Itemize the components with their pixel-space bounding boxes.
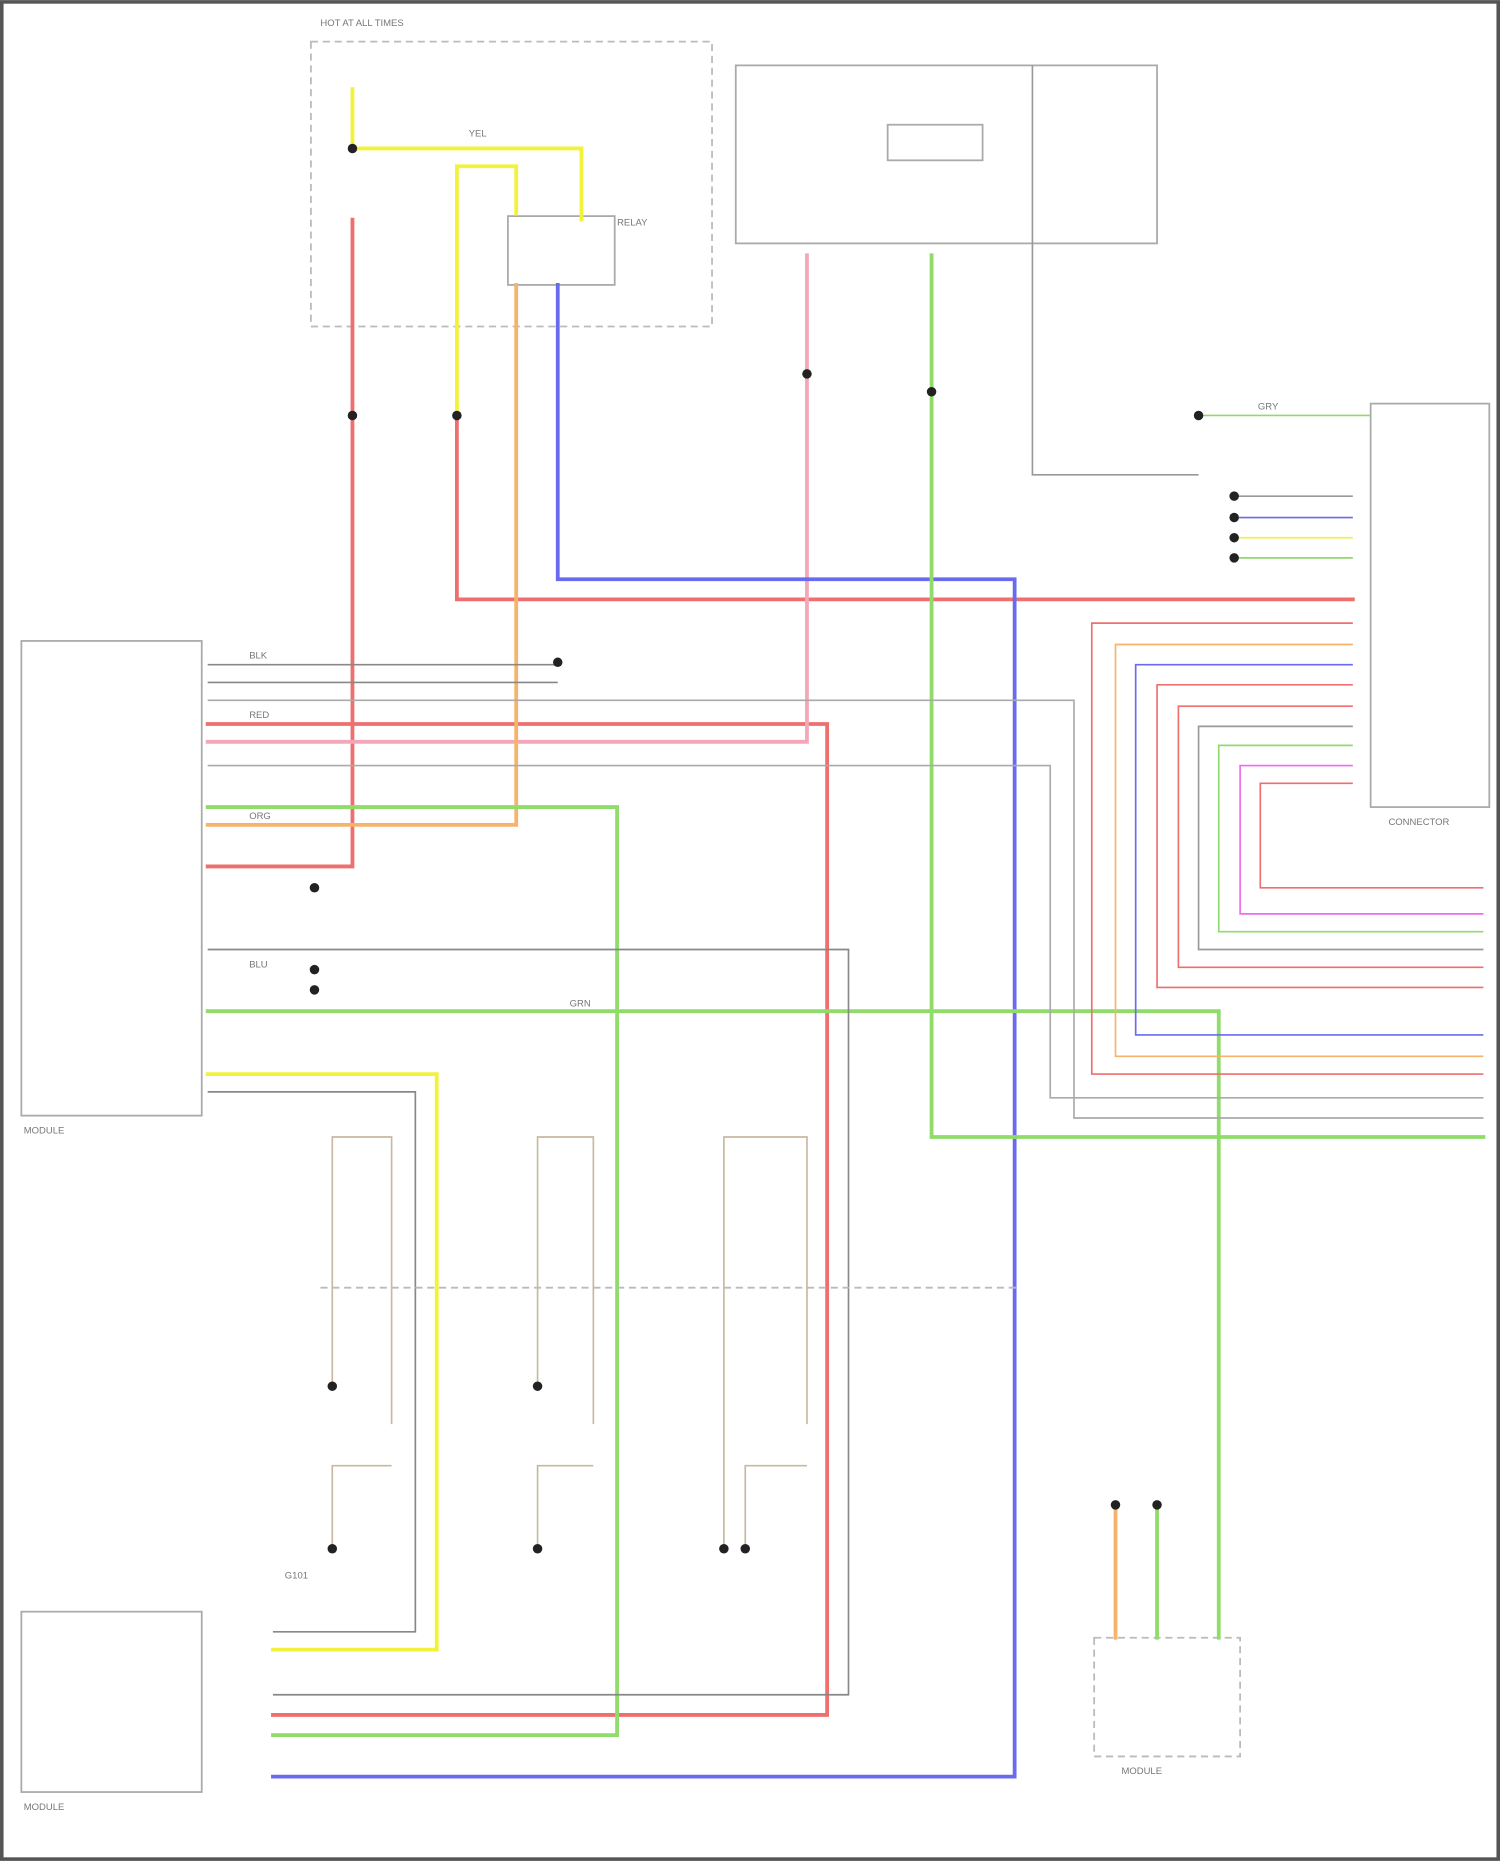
- label-org: ORG: [249, 811, 271, 822]
- wire-gray-bus: [207, 948, 850, 1696]
- wire-gray-bottom: [207, 1091, 417, 1633]
- left-module-box: [20, 640, 203, 1117]
- label-module-left: MODULE: [24, 1125, 65, 1136]
- relay-component: [507, 215, 616, 286]
- wire-right-bundle-3: [1134, 663, 1484, 1036]
- wire-ground-group-2: [536, 1136, 595, 1549]
- wire-green-module: [205, 1009, 1221, 1640]
- wire-right-bundle-8: [1239, 764, 1484, 915]
- label-gry: GRY: [1258, 402, 1279, 413]
- wire-yellow-feed: [350, 87, 584, 222]
- wire-right-bundle-7: [1217, 744, 1484, 933]
- wire-yellow-bottom: [205, 1072, 439, 1652]
- label-module-bottom: MODULE: [24, 1802, 65, 1813]
- wire-right-bundle-4: [1156, 684, 1484, 989]
- wire-right-bundle-9: [1259, 782, 1484, 889]
- wire-right-bundle-2: [1114, 643, 1484, 1058]
- label-relay: RELAY: [617, 218, 648, 229]
- wire-green-right: [929, 253, 1486, 1139]
- wire-red-left: [205, 217, 355, 869]
- fuse-component: [886, 123, 984, 162]
- label-yel: YEL: [469, 129, 487, 140]
- wire-right-bundle-5: [1177, 705, 1484, 969]
- wire-right-bundle-1: [1090, 622, 1484, 1075]
- right-connector-box: [1369, 402, 1491, 808]
- label-blu: BLU: [249, 959, 268, 970]
- label-hot-all-times: HOT AT ALL TIMES: [320, 18, 403, 29]
- label-module-bottom-right: MODULE: [1121, 1766, 1162, 1777]
- fuse-box-enclosure: [310, 40, 713, 328]
- wire-orange: [205, 283, 519, 827]
- wire-gray-junction: [1031, 65, 1199, 476]
- label-grn: GRN: [570, 998, 591, 1009]
- wire-red-bottom: [205, 722, 830, 1717]
- wire-green-bottom: [205, 805, 619, 1737]
- wire-right-bundle-6: [1197, 725, 1484, 951]
- wire-red-right: [454, 413, 1355, 602]
- wire-ground-group-3: [723, 1136, 808, 1549]
- label-connector-right: CONNECTOR: [1388, 817, 1449, 828]
- wire-pink: [205, 253, 809, 744]
- wire-yellow-relay: [454, 164, 519, 418]
- label-ground: G101: [285, 1570, 308, 1581]
- label-red: RED: [249, 710, 269, 721]
- bottom-module-box: [20, 1610, 203, 1793]
- wire-gray-long-2: [207, 764, 1484, 1099]
- label-blk: BLK: [249, 651, 268, 662]
- splice-dots: [309, 143, 1239, 1554]
- wire-ground-group-1: [331, 1136, 393, 1549]
- wire-blue: [271, 283, 1017, 1779]
- junction-box-enclosure: [734, 64, 1158, 245]
- bottom-right-module-box: [1093, 1636, 1242, 1758]
- wire-gray-long-1: [207, 699, 1484, 1119]
